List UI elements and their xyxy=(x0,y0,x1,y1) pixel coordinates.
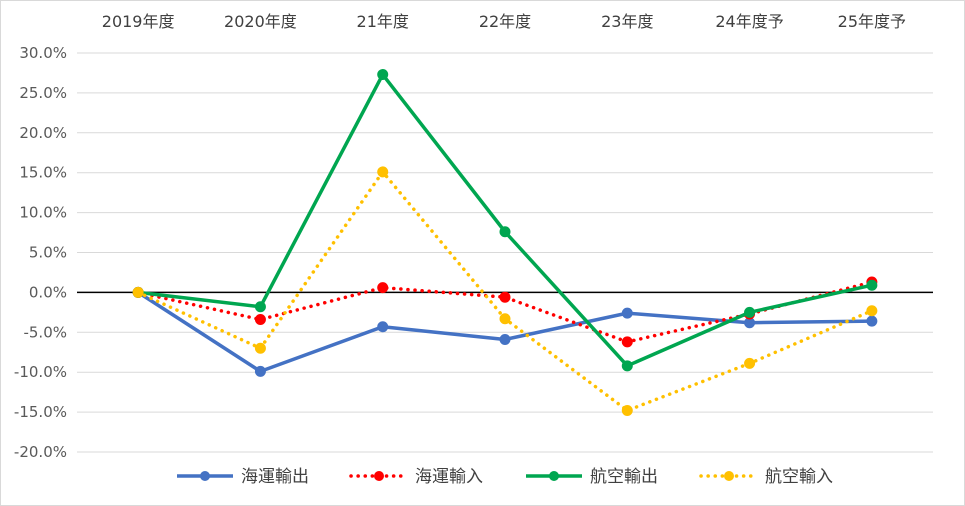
data-point xyxy=(377,69,389,81)
y-tick-label: 20.0% xyxy=(19,124,67,142)
series-3 xyxy=(132,69,878,372)
x-category-label: 22年度 xyxy=(479,12,531,31)
y-tick-label: -5.0% xyxy=(23,323,67,341)
legend-label: 航空輸入 xyxy=(765,467,833,487)
legend-marker xyxy=(200,471,210,481)
data-point xyxy=(866,279,878,291)
data-point xyxy=(377,282,389,294)
y-tick-label: 30.0% xyxy=(19,44,67,62)
data-point xyxy=(377,166,389,178)
series-line xyxy=(136,170,874,413)
series-lines xyxy=(132,69,878,417)
data-point xyxy=(499,291,511,303)
y-tick-label: 25.0% xyxy=(19,84,67,102)
x-category-label: 23年度 xyxy=(601,12,653,31)
y-tick-label: -15.0% xyxy=(14,403,67,421)
x-category-label: 2020年度 xyxy=(224,12,297,31)
legend-item: 海運輸入 xyxy=(349,467,483,487)
legend-marker xyxy=(549,471,559,481)
x-category-label: 21年度 xyxy=(357,12,409,31)
legend: 海運輸出 海運輸入 航空輸出 航空輸入 xyxy=(177,467,833,487)
data-point xyxy=(499,226,511,238)
data-point xyxy=(254,365,266,377)
y-tick-label: -10.0% xyxy=(14,363,67,381)
legend-item: 航空輸入 xyxy=(699,467,833,487)
series-line xyxy=(136,280,874,344)
legend-item: 海運輸出 xyxy=(177,467,309,487)
data-point xyxy=(499,333,511,345)
series-4 xyxy=(132,166,878,417)
data-point xyxy=(254,301,266,313)
y-tick-label: 0.0% xyxy=(29,283,67,301)
legend-label: 海運輸入 xyxy=(415,467,483,487)
y-tick-label: -20.0% xyxy=(14,443,67,461)
data-point xyxy=(621,360,633,372)
data-point xyxy=(254,314,266,326)
data-point xyxy=(377,321,389,333)
y-tick-label: 10.0% xyxy=(19,204,67,222)
data-point xyxy=(254,342,266,354)
legend-marker xyxy=(374,471,384,481)
y-tick-label: 15.0% xyxy=(19,164,67,182)
x-category-label: 2019年度 xyxy=(102,12,175,31)
data-point xyxy=(744,357,756,369)
x-axis-categories: 2019年度 2020年度 21年度 22年度 23年度 24年度予 25年度予 xyxy=(102,12,906,31)
x-category-label: 25年度予 xyxy=(838,12,906,31)
data-point xyxy=(132,286,144,298)
data-point xyxy=(499,313,511,325)
legend-label: 航空輸出 xyxy=(590,467,658,487)
y-tick-label: 5.0% xyxy=(29,244,67,262)
legend-marker xyxy=(724,471,734,481)
data-point xyxy=(621,405,633,417)
data-point xyxy=(866,315,878,327)
legend-label: 海運輸出 xyxy=(241,467,309,487)
x-category-label: 24年度予 xyxy=(715,12,783,31)
legend-item: 航空輸出 xyxy=(526,467,658,487)
data-point xyxy=(621,336,633,348)
data-point xyxy=(744,306,756,318)
gridlines xyxy=(77,52,933,453)
data-point xyxy=(866,305,878,317)
data-point xyxy=(621,307,633,319)
y-axis-ticks: 30.0% 25.0% 20.0% 15.0% 10.0% 5.0% 0.0% -5.0% -1… xyxy=(14,44,67,461)
